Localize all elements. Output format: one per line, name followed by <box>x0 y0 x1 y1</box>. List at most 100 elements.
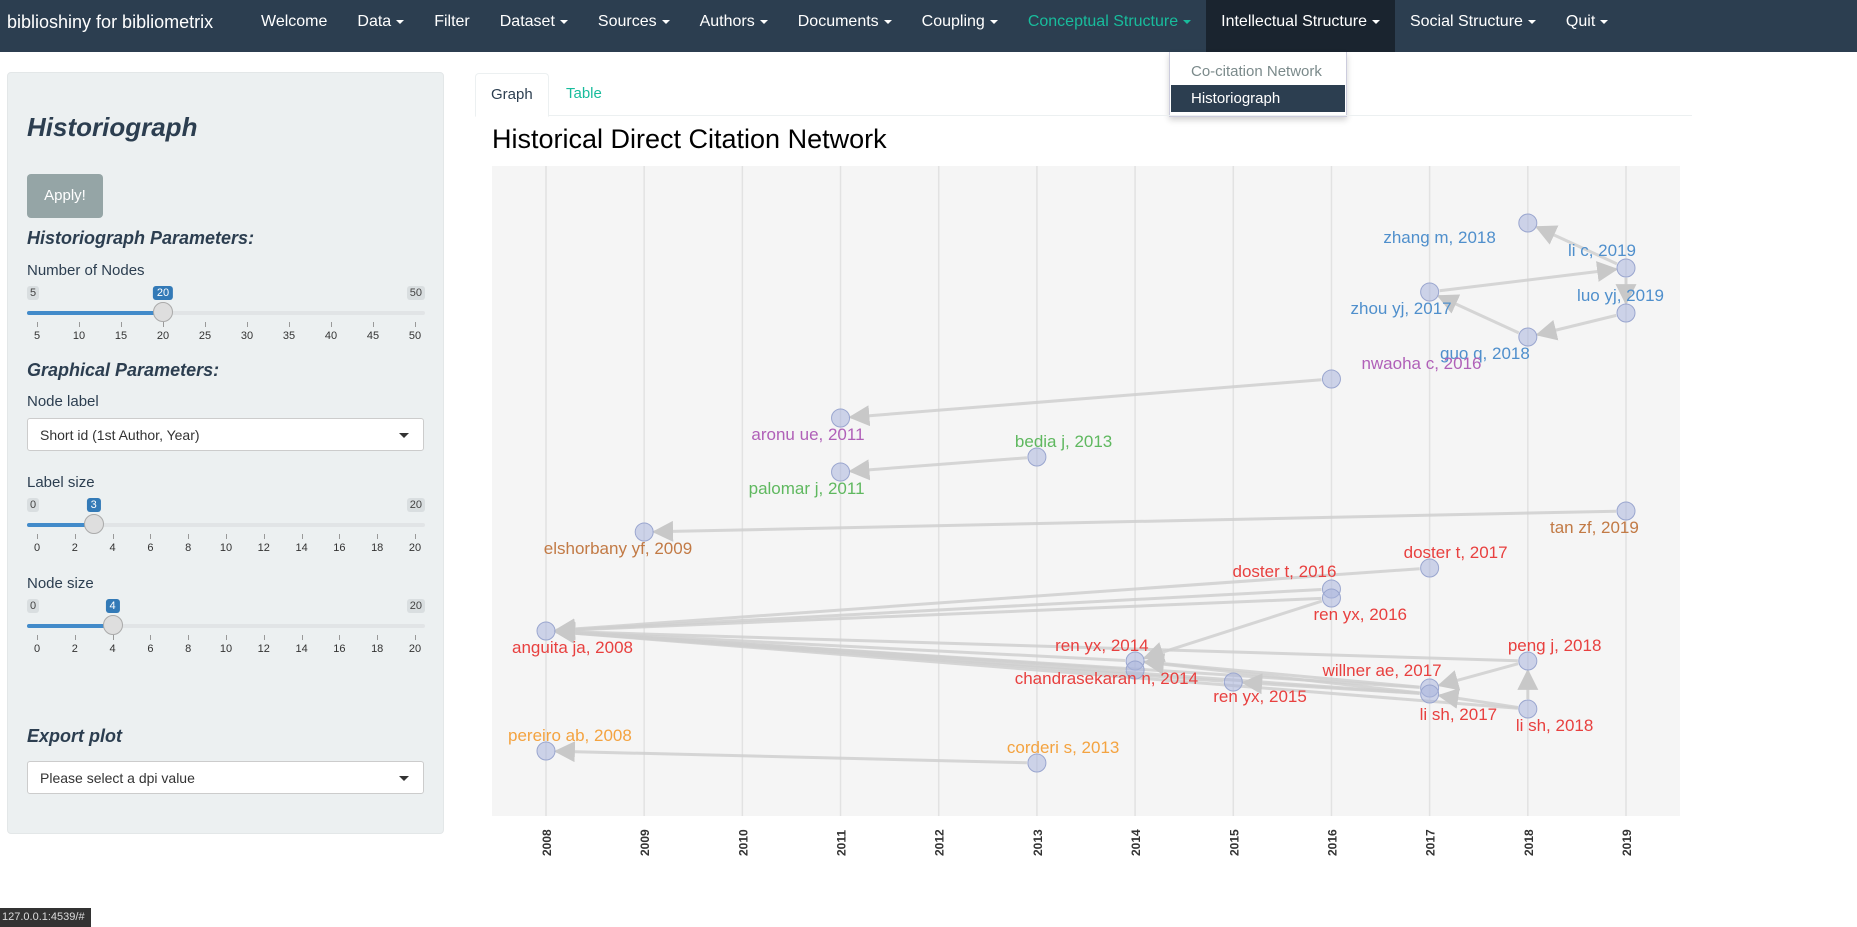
node-size-label: Node size <box>27 575 94 592</box>
slider-tick <box>112 635 114 640</box>
year-tick-label: 2010 <box>736 829 750 856</box>
caret-down-icon <box>759 19 768 24</box>
node-size-slider[interactable]: 0 20 4 0 2 4 6 8 10 12 14 16 18 20 <box>27 599 425 659</box>
nav-welcome[interactable]: Welcome <box>261 13 328 30</box>
citation-node <box>536 741 556 761</box>
slider-min-label: 0 <box>27 498 40 512</box>
citation-edge <box>553 588 1322 640</box>
slider-fill <box>27 624 113 628</box>
caret-down-icon <box>1527 19 1536 24</box>
nav-authors[interactable]: Authors <box>685 0 783 52</box>
year-tick-label: 2014 <box>1129 829 1143 856</box>
brand-title[interactable]: biblioshiny for bibliometrix <box>7 12 214 32</box>
node-label: tan zf, 2019 <box>1550 518 1639 537</box>
node-label-select-value: Short id (1st Author, Year) <box>40 427 200 443</box>
slider-track[interactable] <box>27 311 425 315</box>
nav-data-label: Data <box>357 13 392 30</box>
slider-tick <box>74 635 76 640</box>
slider-value-label: 4 <box>105 599 120 613</box>
slider-handle[interactable] <box>102 615 123 635</box>
caret-down-icon <box>883 19 892 24</box>
dpi-select[interactable]: Please select a dpi value <box>27 761 424 794</box>
nav-intellectual-structure[interactable]: Intellectual Structure <box>1206 0 1395 52</box>
slider-tick <box>205 322 206 327</box>
menu-item-co-citation-network[interactable]: Co-citation Network <box>1191 63 1322 80</box>
slider-tick <box>163 322 164 327</box>
citation-node <box>1616 501 1636 521</box>
slider-tick <box>226 534 227 539</box>
node-label: elshorbany yf, 2009 <box>544 539 692 558</box>
slider-track[interactable] <box>27 523 425 527</box>
tab-table[interactable]: Table <box>566 85 602 102</box>
slider-tick-label: 0 <box>33 542 41 554</box>
nav-documents-label: Documents <box>797 13 879 30</box>
slider-tick-label: 20 <box>156 330 170 342</box>
nav-filter[interactable]: Filter <box>434 13 470 30</box>
slider-tick <box>188 635 190 640</box>
citation-node <box>1518 699 1538 719</box>
slider-value-label: 20 <box>152 286 174 300</box>
citation-node <box>1420 282 1440 302</box>
citation-edge <box>1142 653 1420 695</box>
label-size-slider[interactable]: 0 20 3 0 2 4 6 8 10 12 14 16 18 20 <box>27 498 425 558</box>
slider-tick-label: 45 <box>366 330 380 342</box>
label-size-label: Label size <box>27 474 95 491</box>
citation-edge <box>848 456 1028 481</box>
slider-tick-label: 14 <box>295 542 308 554</box>
slider-tick-label: 6 <box>147 542 154 554</box>
menu-item-historiograph[interactable]: Historiograph <box>1171 85 1345 112</box>
citation-node <box>1518 327 1538 347</box>
nav-conceptual-structure-label: Conceptual Structure <box>1027 13 1179 30</box>
slider-tick-label: 0 <box>33 643 41 655</box>
nav-dataset-label: Dataset <box>499 13 555 30</box>
citation-node <box>536 621 556 641</box>
nav-coupling[interactable]: Coupling <box>907 0 1013 52</box>
nav-data[interactable]: Data <box>342 0 419 52</box>
node-label: peng j, 2018 <box>1508 636 1602 655</box>
node-label: zhang m, 2018 <box>1383 228 1495 247</box>
caret-down-icon <box>661 19 670 24</box>
slider-handle[interactable] <box>83 514 104 534</box>
slider-handle[interactable] <box>153 302 173 322</box>
slider-tick <box>339 534 341 539</box>
slider-tick <box>377 534 379 539</box>
slider-tick <box>331 322 332 327</box>
node-label: pereiro ab, 2008 <box>508 726 632 745</box>
citation-node <box>1616 303 1636 323</box>
nav-dataset[interactable]: Dataset <box>485 0 583 52</box>
slider-tick-label: 12 <box>257 643 270 655</box>
tab-graph[interactable]: Graph <box>475 73 549 117</box>
nav-documents[interactable]: Documents <box>783 0 907 52</box>
slider-tick <box>37 322 38 327</box>
number-of-nodes-label: Number of Nodes <box>27 262 145 279</box>
slider-tick <box>263 534 265 539</box>
citation-edge <box>1439 261 1619 293</box>
citation-node <box>1420 558 1440 578</box>
slider-tick-label: 50 <box>408 330 422 342</box>
nav-sources[interactable]: Sources <box>583 0 685 52</box>
slider-tick-label: 18 <box>371 542 384 554</box>
number-of-nodes-slider[interactable]: 5 50 20 5 10 15 20 25 30 35 40 45 50 <box>27 286 425 346</box>
citation-node <box>1616 258 1636 278</box>
slider-tick <box>377 635 379 640</box>
slider-tick-label: 20 <box>408 542 422 554</box>
slider-track[interactable] <box>27 624 425 628</box>
node-label-select[interactable]: Short id (1st Author, Year) <box>27 418 424 451</box>
slider-tick-label: 10 <box>219 643 233 655</box>
tab-bar: Graph Table <box>475 73 1692 117</box>
caret-down-icon <box>1600 19 1609 24</box>
plot-title: Historical Direct Citation Network <box>492 124 887 154</box>
citation-edge <box>553 622 1518 710</box>
slider-tick <box>79 322 80 327</box>
slider-tick <box>247 322 248 327</box>
slider-tick-label: 4 <box>109 542 116 554</box>
caret-down-icon <box>1183 19 1192 24</box>
apply-button[interactable]: Apply! <box>27 174 103 218</box>
citation-edge <box>553 567 1420 640</box>
nav-conceptual-structure[interactable]: Conceptual Structure <box>1013 0 1206 52</box>
nav-social-structure-label: Social Structure <box>1409 13 1523 30</box>
nav-quit[interactable]: Quit <box>1551 0 1623 52</box>
node-label: zhou yj, 2017 <box>1350 299 1451 318</box>
nav-social-structure[interactable]: Social Structure <box>1395 0 1551 52</box>
slider-tick <box>37 635 38 640</box>
